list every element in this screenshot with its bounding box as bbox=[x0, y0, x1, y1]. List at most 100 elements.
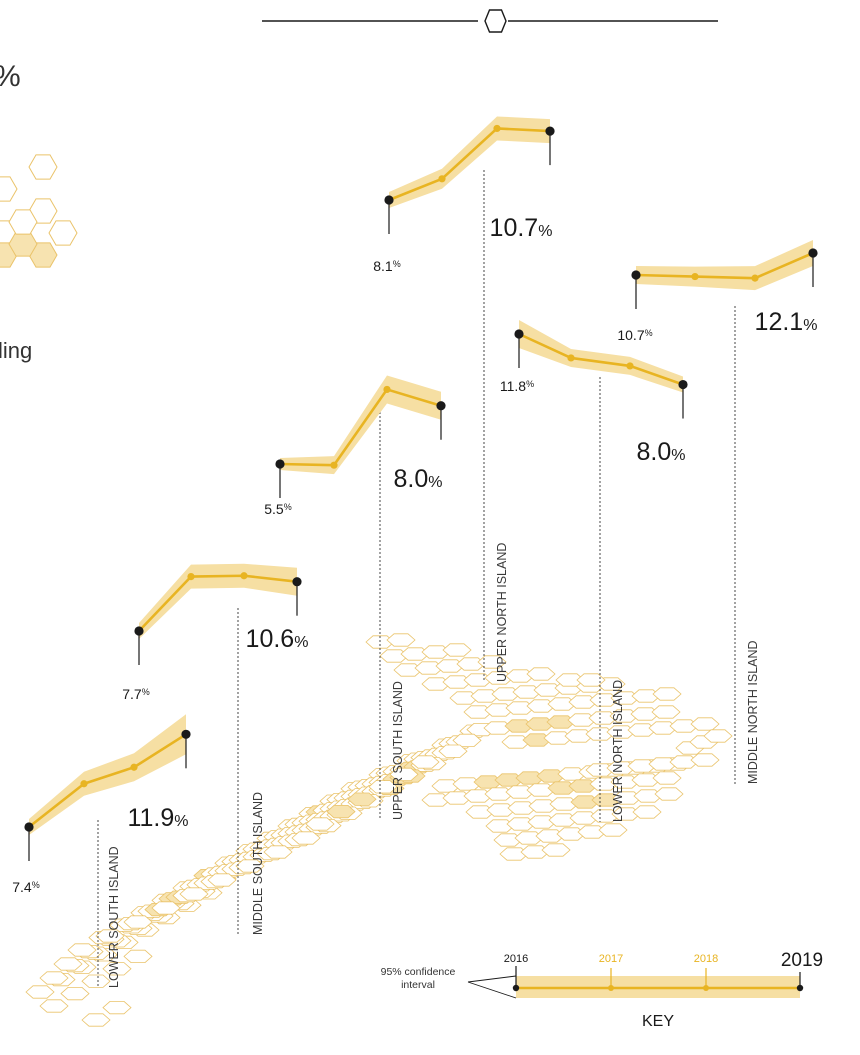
map-hexagon bbox=[526, 667, 556, 681]
map-hexagon bbox=[39, 999, 69, 1013]
map-hexagon bbox=[438, 744, 468, 758]
map-hexagon bbox=[576, 673, 606, 687]
map-hexagon bbox=[410, 755, 440, 769]
region-chart: 7.7% 10.6% bbox=[122, 563, 309, 702]
decorative-hexagon-cluster bbox=[0, 154, 78, 268]
map-hexagon bbox=[690, 753, 720, 767]
key-confidence-label-2: interval bbox=[401, 979, 435, 991]
region-chart: 10.7% 12.1% bbox=[617, 240, 818, 343]
map-hexagon bbox=[25, 985, 55, 999]
map-hexagon bbox=[703, 729, 733, 743]
map-hexagon bbox=[651, 705, 681, 719]
region-label: MIDDLE SOUTH ISLAND bbox=[251, 792, 265, 935]
data-point bbox=[631, 270, 641, 280]
data-point bbox=[187, 573, 195, 581]
series-line bbox=[138, 574, 298, 632]
region-label: UPPER NORTH ISLAND bbox=[495, 543, 509, 682]
decorative-hexagon bbox=[28, 154, 58, 180]
end-value-label: 10.7% bbox=[490, 214, 553, 242]
map-hexagon bbox=[102, 1001, 132, 1015]
map-hexagon bbox=[81, 974, 111, 988]
start-value-label: 7.4% bbox=[12, 879, 39, 895]
data-point bbox=[181, 729, 191, 739]
map-hexagon bbox=[442, 643, 472, 657]
end-value-label: 12.1% bbox=[755, 308, 818, 336]
data-point bbox=[24, 822, 34, 832]
data-point bbox=[80, 780, 88, 788]
data-point bbox=[626, 362, 634, 370]
map-hexagon bbox=[632, 805, 662, 819]
data-point bbox=[292, 577, 302, 587]
key-dot-2017 bbox=[608, 985, 614, 991]
region-chart: 7.4% 11.9% bbox=[12, 714, 191, 895]
end-value-label: 10.6% bbox=[246, 625, 309, 653]
map-hexagon bbox=[386, 633, 416, 647]
key-year-2016: 2016 bbox=[504, 953, 528, 965]
data-point bbox=[436, 401, 446, 411]
start-value-label: 11.8% bbox=[500, 378, 534, 394]
data-point bbox=[330, 461, 338, 469]
map-hexagon bbox=[541, 843, 571, 857]
key-year-2017: 2017 bbox=[599, 953, 623, 965]
start-value-label: 7.7% bbox=[122, 686, 149, 702]
confidence-band bbox=[139, 563, 297, 639]
data-point bbox=[240, 572, 248, 580]
map-hexagon bbox=[305, 817, 335, 831]
decorative-hexagon bbox=[8, 209, 38, 235]
end-value-label: 8.0% bbox=[637, 438, 686, 466]
top-divider bbox=[262, 9, 718, 33]
decorative-hexagon bbox=[48, 220, 78, 246]
data-point bbox=[493, 124, 501, 133]
data-point bbox=[808, 248, 818, 258]
map-hexagon bbox=[368, 780, 398, 794]
map-hexagon bbox=[326, 805, 356, 819]
map-hexagon bbox=[347, 792, 377, 806]
key-year-2018: 2018 bbox=[694, 953, 718, 965]
map-hexagon bbox=[598, 823, 628, 837]
key-year-2019: 2019 bbox=[781, 950, 823, 971]
key: 2016 2017 2018 2019 95% confidence inter… bbox=[381, 950, 824, 1030]
key-dot-2016 bbox=[512, 984, 520, 992]
data-point bbox=[545, 126, 555, 136]
series-line bbox=[279, 388, 442, 467]
key-title: KEY bbox=[642, 1013, 674, 1030]
hexagon-map bbox=[25, 633, 733, 1027]
map-hexagon bbox=[123, 949, 153, 963]
map-hexagon bbox=[67, 943, 97, 957]
data-point bbox=[678, 379, 688, 390]
region-label: MIDDLE NORTH ISLAND bbox=[746, 640, 760, 784]
data-point bbox=[567, 354, 575, 362]
header-percent-fragment: % bbox=[0, 60, 21, 93]
map-hexagon bbox=[151, 901, 181, 915]
decorative-hexagon bbox=[0, 176, 18, 202]
map-hexagon bbox=[102, 962, 132, 976]
map-hexagon bbox=[179, 887, 209, 901]
series-line bbox=[518, 332, 684, 386]
map-hexagon bbox=[263, 845, 293, 859]
map-hexagon bbox=[235, 859, 265, 873]
region-label: LOWER SOUTH ISLAND bbox=[107, 846, 121, 988]
map-hexagon bbox=[652, 687, 682, 701]
region-chart: 11.8% 8.0% bbox=[500, 320, 688, 466]
key-confidence-label-1: 95% confidence bbox=[381, 966, 456, 978]
map-hexagon bbox=[53, 957, 83, 971]
data-point bbox=[134, 626, 144, 636]
series-line bbox=[388, 127, 551, 202]
end-value-label: 11.9% bbox=[127, 804, 188, 832]
map-hexagon bbox=[654, 787, 684, 801]
map-hexagon bbox=[690, 717, 720, 731]
map-hexagon bbox=[652, 771, 682, 785]
confidence-band bbox=[280, 375, 441, 475]
map-hexagon bbox=[123, 915, 153, 929]
map-hexagon bbox=[81, 1013, 111, 1027]
data-point bbox=[751, 274, 759, 282]
hexagon-emblem-icon bbox=[484, 9, 507, 33]
map-hexagon bbox=[291, 831, 321, 845]
map-hexagon bbox=[477, 655, 507, 669]
map-hexagon bbox=[389, 767, 419, 781]
confidence-band bbox=[519, 320, 683, 393]
start-value-label: 8.1% bbox=[373, 258, 400, 274]
data-point bbox=[691, 272, 699, 281]
series-line bbox=[635, 251, 814, 280]
